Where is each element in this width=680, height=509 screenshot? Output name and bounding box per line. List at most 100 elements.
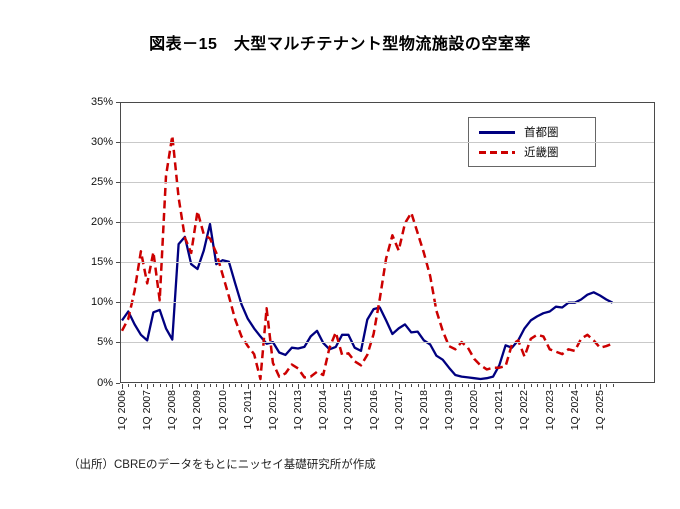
x-tick-q41 bbox=[379, 384, 381, 387]
y-tick-35 bbox=[116, 101, 120, 103]
x-tick-label-1Q-2023: 1Q 2023 bbox=[543, 390, 556, 431]
x-tick-q44 bbox=[398, 384, 400, 389]
x-tick-q26 bbox=[285, 384, 287, 387]
x-tick-q9 bbox=[178, 384, 180, 387]
x-tick-q39 bbox=[367, 384, 369, 387]
x-tick-q1 bbox=[128, 384, 130, 387]
x-tick-label-1Q-2011: 1Q 2011 bbox=[241, 390, 254, 430]
x-tick-q72 bbox=[574, 384, 576, 389]
x-tick-q23 bbox=[266, 384, 268, 387]
gridline-20 bbox=[121, 221, 654, 223]
y-tick-label-10: 10% bbox=[90, 296, 113, 309]
x-tick-label-1Q-2016: 1Q 2016 bbox=[367, 390, 380, 431]
x-tick-label-1Q-2008: 1Q 2008 bbox=[166, 390, 179, 431]
shutoken-line-sample bbox=[479, 130, 515, 134]
y-tick-label-30: 30% bbox=[90, 135, 113, 148]
x-tick-q32 bbox=[323, 384, 325, 389]
y-tick-25 bbox=[116, 181, 120, 183]
x-tick-q2 bbox=[134, 384, 136, 387]
x-tick-q0 bbox=[122, 384, 123, 389]
x-tick-q68 bbox=[549, 384, 551, 389]
x-tick-q52 bbox=[449, 384, 451, 389]
x-tick-q38 bbox=[360, 384, 362, 387]
x-tick-label-1Q-2007: 1Q 2007 bbox=[141, 390, 154, 431]
series-plot bbox=[121, 134, 614, 381]
shutoken-series-line bbox=[121, 222, 614, 381]
x-tick-label-1Q-2017: 1Q 2017 bbox=[392, 390, 405, 431]
x-tick-label-1Q-2009: 1Q 2009 bbox=[191, 390, 204, 431]
y-tick-15 bbox=[116, 262, 120, 264]
y-tick-label-5: 5% bbox=[97, 336, 113, 349]
x-tick-q13 bbox=[203, 384, 205, 387]
kinki-series-line bbox=[121, 134, 613, 381]
x-tick-label-1Q-2022: 1Q 2022 bbox=[518, 390, 531, 431]
y-tick-label-25: 25% bbox=[90, 175, 113, 188]
x-tick-q70 bbox=[562, 384, 564, 387]
gridline-5 bbox=[121, 342, 654, 344]
x-tick-q71 bbox=[568, 384, 570, 387]
x-tick-q42 bbox=[386, 384, 388, 387]
gridline-15 bbox=[121, 262, 654, 264]
x-tick-q65 bbox=[530, 384, 532, 387]
x-tick-q75 bbox=[593, 384, 595, 387]
y-tick-20 bbox=[116, 221, 120, 223]
x-tick-q35 bbox=[342, 384, 344, 387]
x-tick-q56 bbox=[474, 384, 476, 389]
chart-title: 図表－15 大型マルチテナント型物流施設の空室率 bbox=[149, 36, 531, 53]
x-tick-q7 bbox=[166, 384, 168, 387]
x-tick-q19 bbox=[241, 384, 243, 387]
x-tick-q64 bbox=[524, 384, 526, 389]
x-tick-label-1Q-2014: 1Q 2014 bbox=[317, 390, 330, 431]
legend-row-shutoken: 首都圏 bbox=[479, 124, 585, 140]
x-tick-q78 bbox=[612, 384, 614, 387]
x-tick-q11 bbox=[191, 384, 193, 387]
x-tick-q15 bbox=[216, 384, 218, 387]
x-tick-q59 bbox=[493, 384, 495, 387]
x-tick-label-1Q-2025: 1Q 2025 bbox=[593, 390, 606, 431]
x-tick-q77 bbox=[606, 384, 608, 387]
x-tick-q22 bbox=[260, 384, 262, 387]
x-tick-q74 bbox=[587, 384, 589, 387]
x-tick-label-1Q-2010: 1Q 2010 bbox=[216, 390, 229, 431]
x-tick-q10 bbox=[184, 384, 186, 387]
x-tick-q49 bbox=[430, 384, 432, 387]
x-tick-q24 bbox=[272, 384, 274, 389]
x-tick-q5 bbox=[153, 384, 155, 387]
x-tick-q4 bbox=[147, 384, 149, 389]
x-tick-q50 bbox=[436, 384, 438, 387]
x-tick-label-1Q-2019: 1Q 2019 bbox=[443, 390, 456, 431]
gridline-25 bbox=[121, 181, 654, 183]
x-tick-q20 bbox=[247, 384, 249, 389]
y-tick-5 bbox=[116, 342, 120, 344]
x-tick-q6 bbox=[159, 384, 161, 387]
x-tick-q16 bbox=[222, 384, 224, 389]
x-tick-q25 bbox=[279, 384, 281, 387]
x-tick-q51 bbox=[442, 384, 444, 387]
x-tick-q37 bbox=[354, 384, 356, 387]
x-tick-q58 bbox=[486, 384, 488, 387]
x-tick-q46 bbox=[411, 384, 413, 387]
y-tick-10 bbox=[116, 302, 120, 304]
y-tick-30 bbox=[116, 141, 120, 143]
gridline-10 bbox=[121, 302, 654, 304]
x-tick-q14 bbox=[210, 384, 212, 387]
x-tick-q17 bbox=[228, 384, 230, 387]
x-tick-q12 bbox=[197, 384, 199, 389]
x-tick-q61 bbox=[505, 384, 507, 387]
x-tick-q47 bbox=[417, 384, 419, 387]
source-note: （出所）CBREのデータをもとにニッセイ基礎研究所が作成 bbox=[68, 459, 376, 471]
x-tick-q48 bbox=[423, 384, 425, 389]
x-tick-q28 bbox=[298, 384, 300, 389]
x-tick-label-1Q-2024: 1Q 2024 bbox=[568, 390, 581, 431]
legend-label-kinki: 近畿圏 bbox=[524, 147, 559, 159]
x-tick-q40 bbox=[373, 384, 375, 389]
y-tick-label-20: 20% bbox=[90, 215, 113, 228]
x-tick-q73 bbox=[581, 384, 583, 387]
x-tick-q36 bbox=[348, 384, 350, 389]
x-tick-q53 bbox=[455, 384, 457, 387]
x-tick-q3 bbox=[140, 384, 142, 387]
x-tick-q60 bbox=[499, 384, 501, 389]
x-tick-q29 bbox=[304, 384, 306, 387]
x-tick-q45 bbox=[405, 384, 406, 387]
